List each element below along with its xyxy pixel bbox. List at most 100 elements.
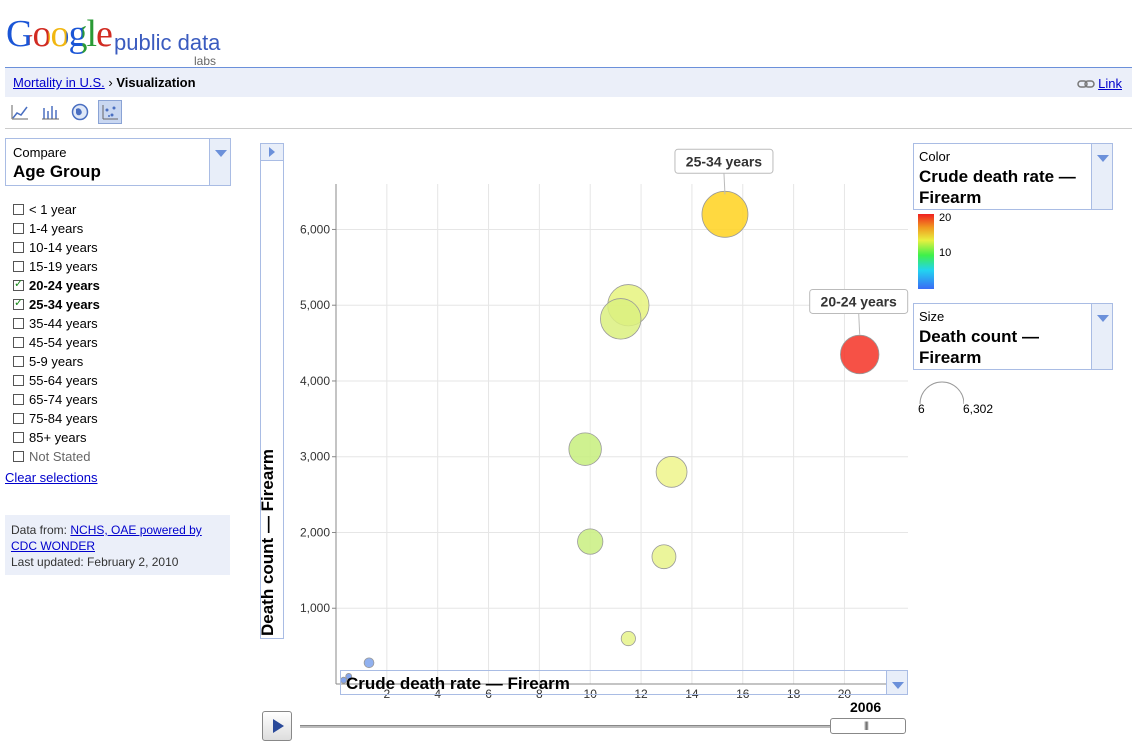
size-min: 6: [918, 402, 925, 416]
age-group-item[interactable]: 20-24 years: [13, 276, 100, 295]
age-group-item[interactable]: 25-34 years: [13, 295, 100, 314]
data-bubble[interactable]: [345, 673, 353, 680]
age-group-label: 20-24 years: [29, 278, 100, 293]
bubble-chart-icon[interactable]: [98, 100, 122, 124]
data-bubble[interactable]: [620, 630, 636, 647]
color-scale-mid: 10: [939, 247, 952, 259]
data-bubble[interactable]: [651, 544, 677, 570]
size-legend-circle-icon: [919, 381, 964, 405]
y-axis-toggle-arrow-icon[interactable]: [260, 143, 284, 161]
data-bubble[interactable]: [655, 456, 688, 488]
y-tick-label: 5,000: [300, 298, 330, 312]
age-group-label: < 1 year: [29, 202, 77, 217]
link-button[interactable]: Link: [1076, 76, 1122, 92]
view-toolbar: [5, 98, 1132, 129]
age-group-label: 85+ years: [29, 430, 87, 445]
data-bubble[interactable]: [363, 657, 375, 669]
checkbox[interactable]: [13, 261, 24, 272]
age-group-label: 25-34 years: [29, 297, 100, 312]
age-group-label: 15-19 years: [29, 259, 98, 274]
color-scale-max: 20: [939, 212, 952, 224]
logo-labs-text: labs: [194, 54, 217, 68]
breadcrumb-dataset-link[interactable]: Mortality in U.S.: [13, 75, 105, 90]
age-group-item[interactable]: 10-14 years: [13, 238, 100, 257]
age-group-item[interactable]: 1-4 years: [13, 219, 100, 238]
age-group-item[interactable]: 75-84 years: [13, 409, 100, 428]
data-bubble[interactable]: [600, 298, 642, 340]
year-label: 2006: [850, 699, 882, 715]
color-scale-legend: [918, 214, 934, 289]
bubble-callout: 25-34 years: [674, 148, 774, 195]
breadcrumb: Mortality in U.S. › Visualization: [13, 75, 196, 90]
compare-value: Age Group: [13, 162, 101, 181]
last-updated: Last updated: February 2, 2010: [11, 555, 179, 569]
map-icon[interactable]: [68, 100, 92, 124]
checkbox[interactable]: [13, 432, 24, 443]
timeline-track[interactable]: [300, 725, 906, 728]
google-public-data-logo[interactable]: Google public data labs: [6, 10, 246, 68]
callout-label: 20-24 years: [821, 293, 898, 309]
age-group-item[interactable]: 85+ years: [13, 428, 100, 447]
checkbox[interactable]: [13, 451, 24, 462]
age-group-label: 55-64 years: [29, 373, 98, 388]
age-group-item[interactable]: Not Stated: [13, 447, 100, 466]
y-tick-label: 4,000: [300, 374, 330, 388]
size-value: Death count — Firearm: [919, 327, 1039, 367]
data-source-box: Data from: NCHS, OAE powered by CDC WOND…: [5, 515, 230, 575]
data-bubble[interactable]: [840, 334, 880, 375]
chevron-down-icon[interactable]: [1091, 144, 1112, 209]
age-group-item[interactable]: < 1 year: [13, 200, 100, 219]
callout-box: [674, 148, 774, 174]
checkbox[interactable]: [13, 356, 24, 367]
color-dropdown[interactable]: Color Crude death rate — Firearm: [913, 143, 1113, 210]
y-tick-label: 3,000: [300, 450, 330, 464]
checkbox[interactable]: [13, 413, 24, 424]
data-bubble[interactable]: [577, 528, 604, 555]
age-group-label: 35-44 years: [29, 316, 98, 331]
age-group-item[interactable]: 55-64 years: [13, 371, 100, 390]
logo-google-text: Google: [6, 13, 113, 55]
checkbox[interactable]: [13, 318, 24, 329]
age-group-label: 75-84 years: [29, 411, 98, 426]
data-bubble[interactable]: [568, 432, 602, 466]
data-bubble[interactable]: [701, 190, 749, 238]
age-group-item[interactable]: 45-54 years: [13, 333, 100, 352]
compare-dropdown[interactable]: Compare Age Group: [5, 138, 231, 186]
age-group-item[interactable]: 15-19 years: [13, 257, 100, 276]
source-prefix: Data from:: [11, 523, 71, 537]
chevron-down-icon[interactable]: [209, 139, 230, 185]
bar-chart-icon[interactable]: [38, 100, 62, 124]
timeline-handle[interactable]: [830, 718, 906, 734]
line-chart-icon[interactable]: [8, 100, 32, 124]
bubble-chart[interactable]: 2 4 6 8 10 12 14 16 18 201,0002,0003,0004,0005,00…: [258, 138, 918, 750]
chevron-down-icon[interactable]: [1091, 304, 1112, 369]
age-group-label: 1-4 years: [29, 221, 84, 236]
age-group-item[interactable]: 35-44 years: [13, 314, 100, 333]
chain-link-icon: [1076, 77, 1095, 92]
clear-selections-link[interactable]: Clear selections: [5, 470, 98, 485]
age-group-label: 65-74 years: [29, 392, 98, 407]
link-text[interactable]: Link: [1098, 76, 1122, 91]
size-label: Size: [919, 309, 945, 324]
age-group-item[interactable]: 5-9 years: [13, 352, 100, 371]
checkbox[interactable]: [13, 375, 24, 386]
checkbox[interactable]: [13, 277, 24, 291]
callout-box: [809, 288, 909, 314]
checkbox[interactable]: [13, 242, 24, 253]
color-label: Color: [919, 149, 951, 164]
age-group-item[interactable]: 65-74 years: [13, 390, 100, 409]
x-axis-selector[interactable]: Crude death rate — Firearm: [340, 670, 908, 695]
checkbox[interactable]: [13, 223, 24, 234]
checkbox[interactable]: [13, 204, 24, 215]
checkbox[interactable]: [13, 394, 24, 405]
chevron-down-icon[interactable]: [886, 671, 907, 694]
checkbox[interactable]: [13, 337, 24, 348]
callout-leader: [723, 173, 726, 195]
logo-public-data-text: public data: [114, 30, 221, 55]
play-button[interactable]: [262, 711, 292, 741]
source-link[interactable]: NCHS, OAE powered by CDC WONDER: [11, 523, 202, 553]
size-dropdown[interactable]: Size Death count — Firearm: [913, 303, 1113, 370]
checkbox[interactable]: [13, 296, 24, 310]
callout-label: 25-34 years: [686, 153, 763, 169]
age-group-label: 45-54 years: [29, 335, 98, 350]
